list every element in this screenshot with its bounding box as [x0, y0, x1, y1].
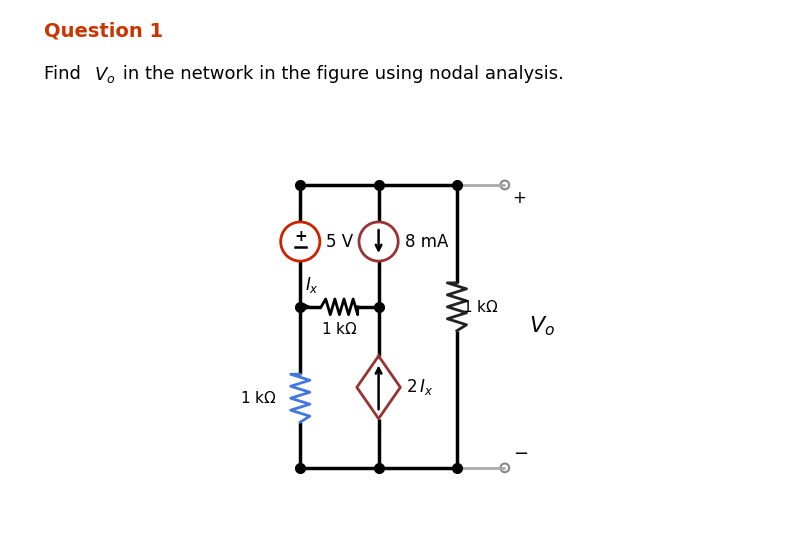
Text: $V_o$: $V_o$ — [93, 65, 116, 85]
Text: $V_o$: $V_o$ — [529, 314, 554, 338]
Text: 1 k$\Omega$: 1 k$\Omega$ — [240, 390, 276, 406]
Text: +: + — [512, 189, 527, 207]
Text: +: + — [294, 229, 307, 244]
Text: Question 1: Question 1 — [44, 22, 162, 41]
Text: 8 mA: 8 mA — [405, 232, 448, 251]
Text: Find: Find — [44, 65, 86, 83]
Text: 1 k$\Omega$: 1 k$\Omega$ — [463, 299, 499, 315]
Text: in the network in the figure using nodal analysis.: in the network in the figure using nodal… — [117, 65, 564, 83]
Text: −: − — [512, 446, 527, 463]
Text: $2\,I_x$: $2\,I_x$ — [406, 378, 432, 397]
Text: 1 k$\Omega$: 1 k$\Omega$ — [322, 321, 358, 337]
Text: $I_x$: $I_x$ — [305, 275, 318, 295]
Text: 5 V: 5 V — [326, 232, 353, 251]
